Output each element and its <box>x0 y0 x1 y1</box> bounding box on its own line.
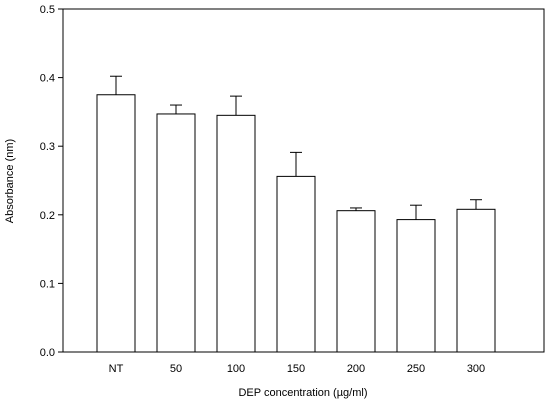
x-tick-label-50: 50 <box>170 363 182 375</box>
x-tick-label-300: 300 <box>467 363 485 375</box>
bar-300 <box>456 208 496 353</box>
y-axis-label: Absorbance (nm) <box>4 139 16 223</box>
bar-50 <box>156 113 196 353</box>
x-axis-label: DEP concentration (µg/ml) <box>238 387 367 399</box>
x-tick-label-150: 150 <box>287 363 305 375</box>
bars <box>96 75 496 353</box>
x-tick-label-100: 100 <box>227 363 245 375</box>
y-tick-label-1: 0.1 <box>40 278 55 290</box>
bar-150 <box>276 175 316 353</box>
x-tick-label-NT: NT <box>109 363 124 375</box>
bar-200 <box>336 210 376 353</box>
y-tick-label-2: 0.2 <box>40 210 55 222</box>
bar-100 <box>216 114 256 353</box>
bar-NT <box>96 94 136 353</box>
x-tick-label-200: 200 <box>347 363 365 375</box>
x-axis: NT 50 100 150 200 250 300 <box>109 363 486 375</box>
y-tick-label-0: 0.0 <box>40 347 55 359</box>
y-tick-label-3: 0.3 <box>40 141 55 153</box>
bar-250 <box>396 219 436 353</box>
y-tick-label-5: 0.5 <box>40 4 55 16</box>
x-tick-label-250: 250 <box>407 363 425 375</box>
y-tick-label-4: 0.4 <box>40 73 55 85</box>
y-axis: 0.0 0.1 0.2 0.3 0.4 0.5 <box>40 4 63 359</box>
